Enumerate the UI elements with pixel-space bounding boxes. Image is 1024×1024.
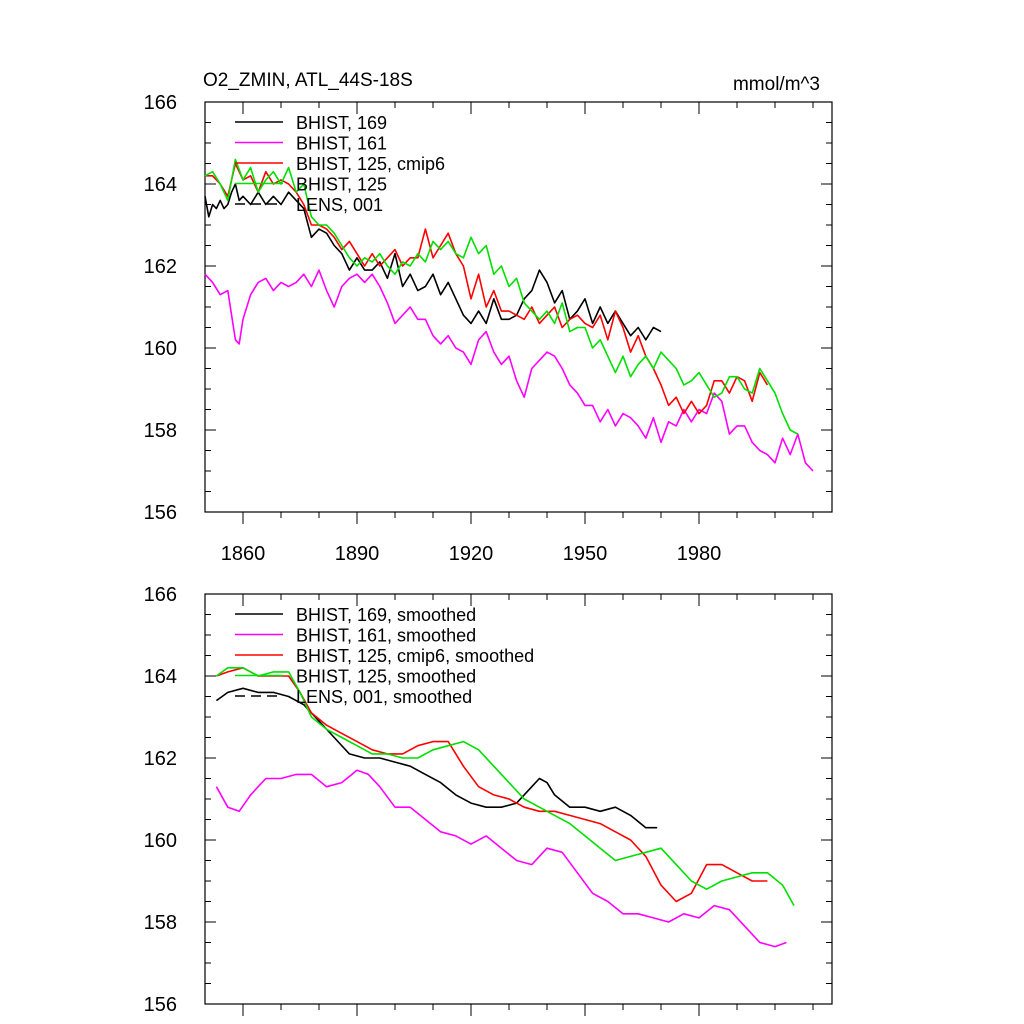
- y-tick-label: 158: [144, 420, 177, 442]
- legend-label: BHIST, 125, cmip6: [296, 154, 445, 174]
- legend-label: LENS, 001: [296, 195, 383, 215]
- legend-label: BHIST, 169, smoothed: [296, 605, 476, 625]
- y-tick-label: 162: [144, 748, 177, 770]
- legend-label: BHIST, 169: [296, 113, 387, 133]
- y-tick-label: 160: [144, 830, 177, 852]
- y-tick-label: 166: [144, 92, 177, 114]
- y-tick-label: 156: [144, 994, 177, 1016]
- series-line-3: [205, 162, 769, 415]
- y-tick-label: 158: [144, 912, 177, 934]
- x-tick-label: 1920: [449, 543, 494, 565]
- series-line-2: [204, 269, 814, 472]
- series-line-4: [204, 158, 799, 435]
- y-tick-label: 166: [144, 584, 177, 606]
- series-line-4: [215, 667, 795, 906]
- chart-panel-1: 156 158 160 162 164 166 1860 1890 1920 1950 1980 O2…: [144, 70, 833, 565]
- y-tick-label: 160: [144, 338, 177, 360]
- legend-label: BHIST, 125, smoothed: [296, 667, 476, 687]
- legend-label: BHIST, 161: [296, 134, 387, 154]
- y-tick-label: 164: [144, 666, 177, 688]
- y-tick-label: 156: [144, 502, 177, 524]
- units-label: mmol/m^3: [733, 74, 820, 95]
- series-line-1: [215, 687, 658, 829]
- x-tick-label: 1950: [563, 543, 608, 565]
- y-tick-label: 162: [144, 256, 177, 278]
- y-tick-label: 164: [144, 174, 177, 196]
- legend-label: BHIST, 125: [296, 175, 387, 195]
- x-tick-label: 1980: [677, 543, 722, 565]
- x-tick-label: 1860: [221, 543, 266, 565]
- legend-label: BHIST, 125, cmip6, smoothed: [296, 646, 534, 666]
- legend-label: BHIST, 161, smoothed: [296, 626, 476, 646]
- chart-title: O2_ZMIN, ATL_44S-18S: [203, 70, 413, 91]
- legend-label: LENS, 001, smoothed: [296, 687, 472, 707]
- series-line-2: [215, 769, 787, 948]
- x-tick-label: 1890: [335, 543, 380, 565]
- series-line-1: [204, 183, 662, 341]
